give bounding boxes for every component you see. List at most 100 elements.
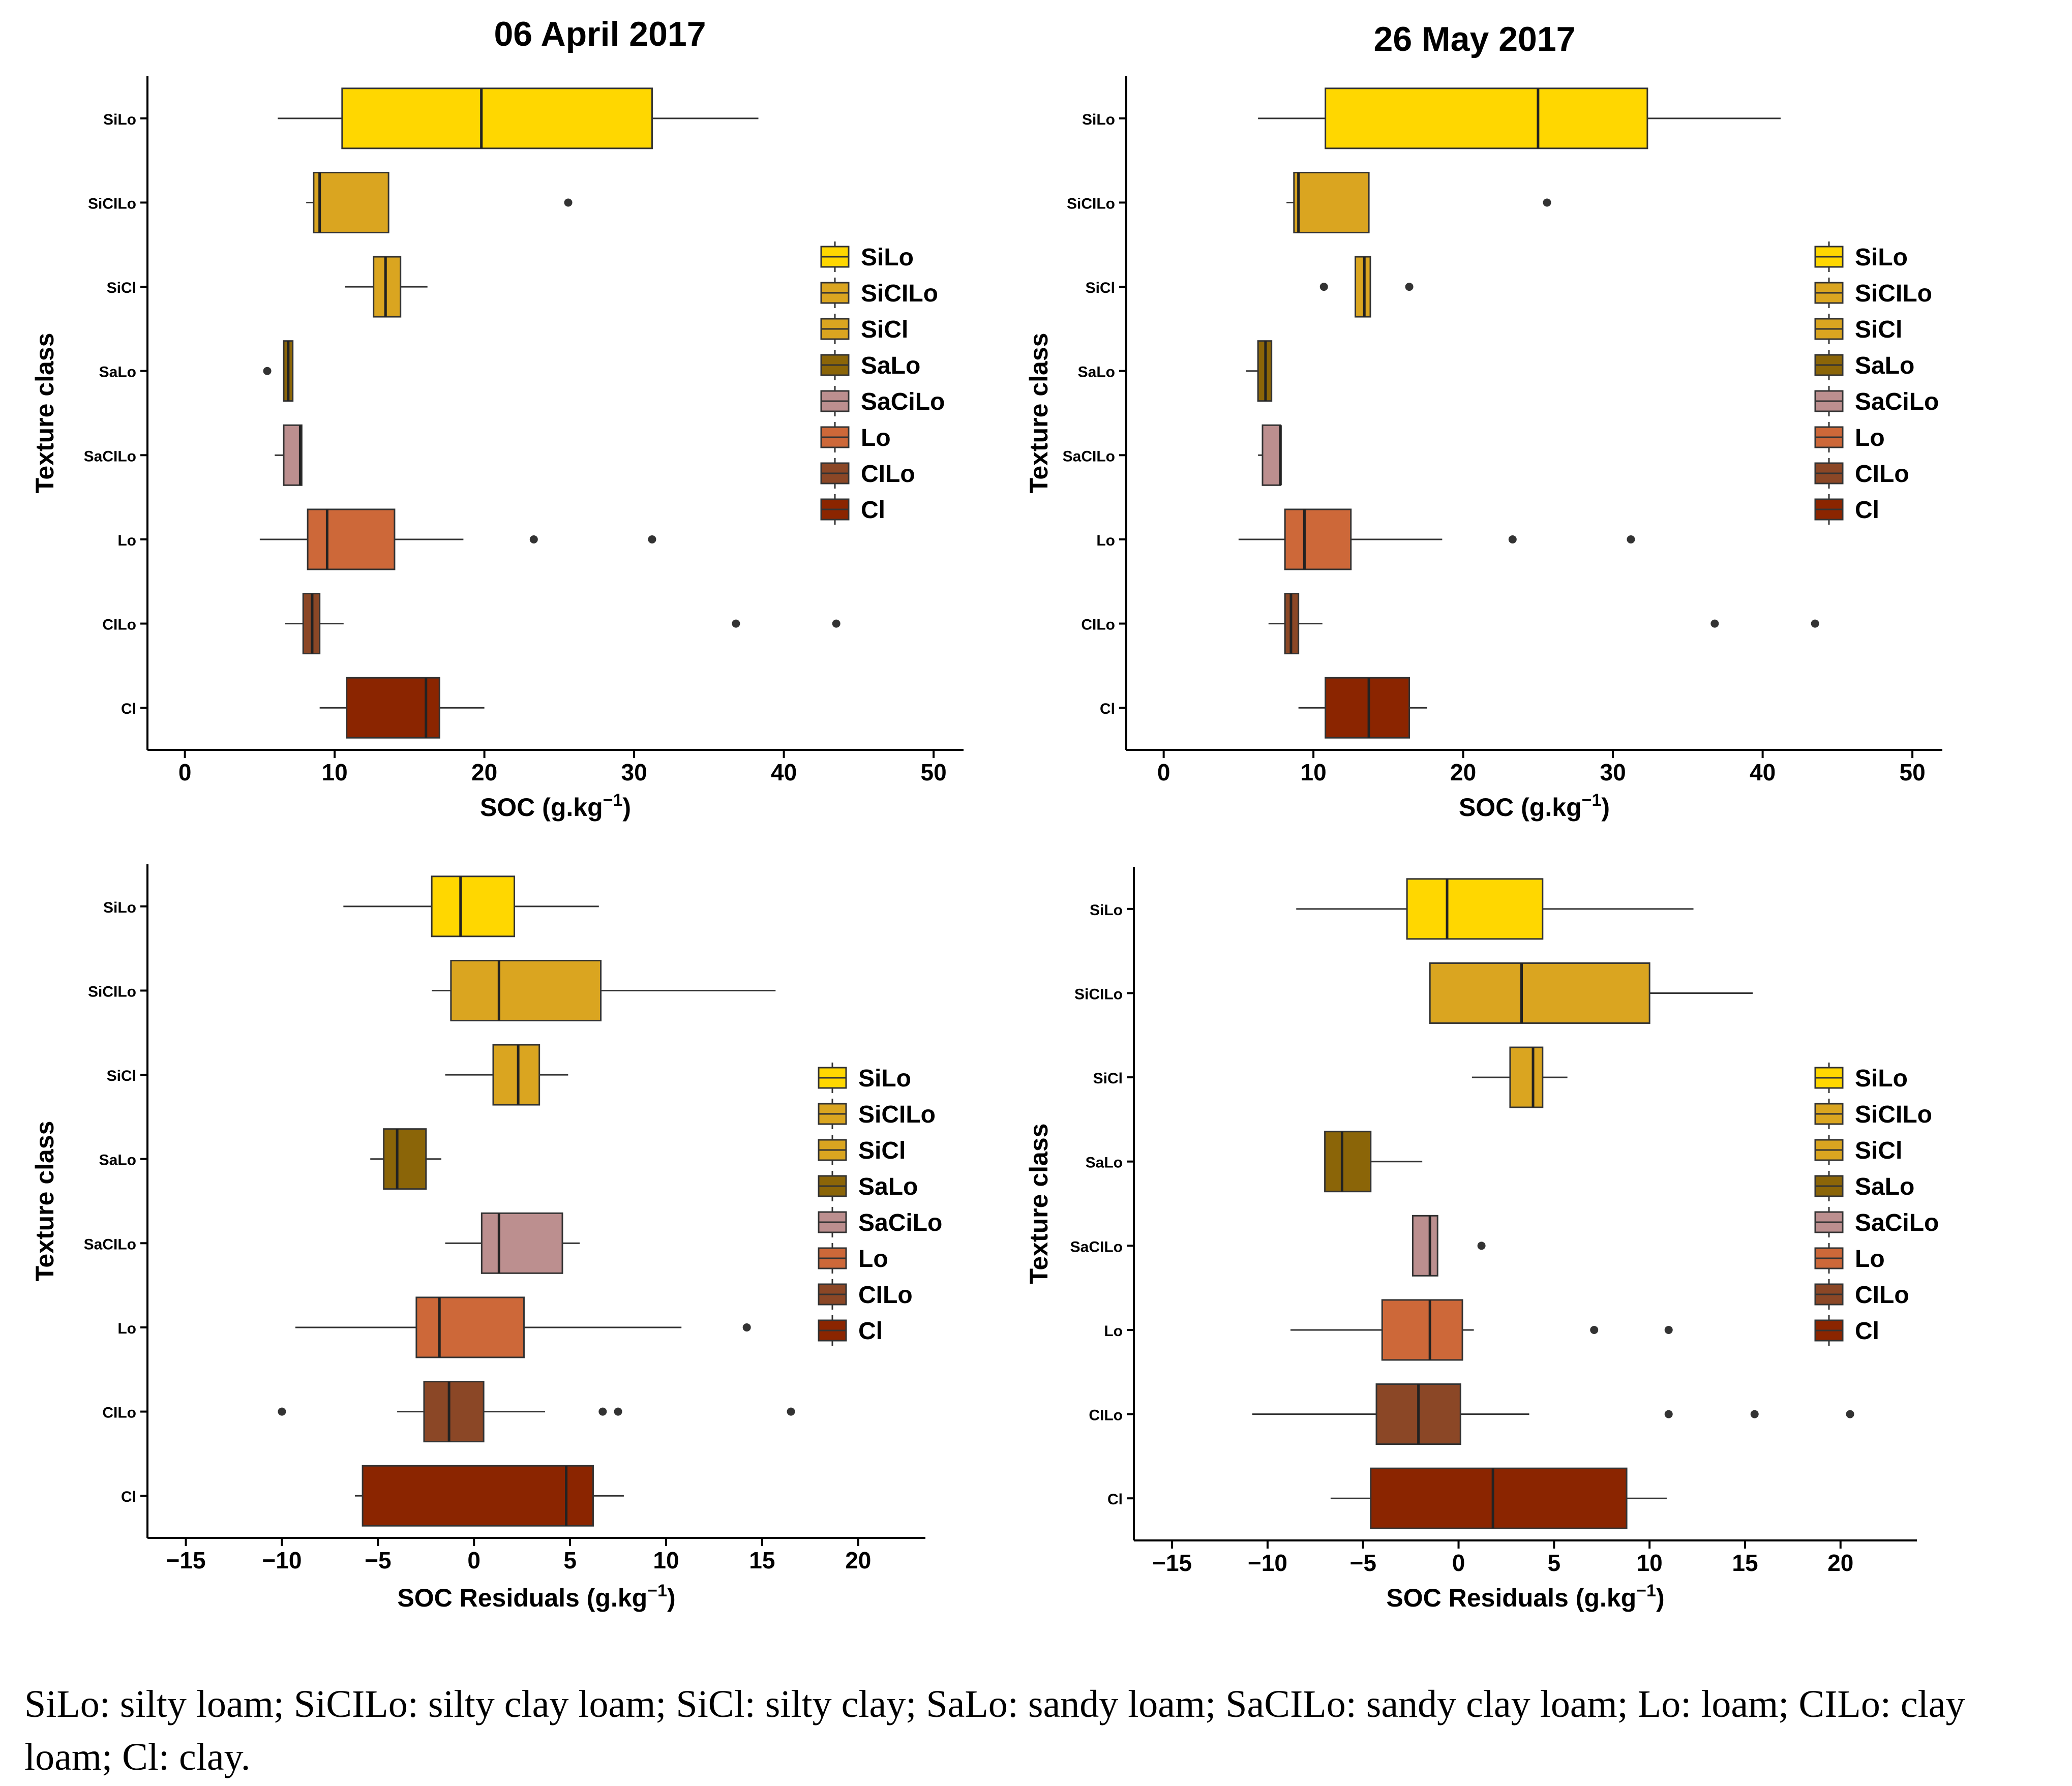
- legend-label: CILo: [858, 1282, 913, 1309]
- box-SaCiLo: [275, 424, 303, 486]
- box-SaLo: [1246, 340, 1273, 402]
- y-tick-label: Cl: [121, 701, 136, 717]
- outlier-point: [742, 1323, 751, 1331]
- figure-caption: SiLo: silty loam; SiCILo: silty clay loa…: [24, 1683, 1965, 1778]
- box-Lo: [1290, 1299, 1673, 1361]
- y-axis-label: Texture class: [1025, 1124, 1053, 1284]
- x-axis-label-superscript: −1: [1582, 791, 1602, 810]
- x-axis-label-text: SOC (g.kg: [1459, 793, 1582, 822]
- box-SiLo: [343, 875, 599, 937]
- y-tick-label: SiCILo: [88, 195, 136, 212]
- x-axis-label: SOC Residuals (g.kg−1): [397, 1581, 675, 1612]
- y-tick-label: SaCILo: [1070, 1238, 1123, 1255]
- x-tick-label: −5: [365, 1547, 391, 1573]
- outlier-point: [529, 535, 538, 543]
- box-iqr: [373, 256, 402, 318]
- box-iqr: [1381, 1299, 1463, 1361]
- box-iqr: [313, 171, 389, 233]
- outlier-point: [1590, 1325, 1599, 1334]
- legend: SiLo SiCILo SiCl SaLo SaCiLo Lo CILo Cl: [818, 1063, 942, 1346]
- y-tick-label: SiLo: [1082, 111, 1115, 128]
- x-axis-label-text: SOC Residuals (g.kg: [1386, 1584, 1636, 1612]
- box-iqr: [481, 1212, 563, 1274]
- y-tick-label: SiLo: [103, 899, 136, 916]
- legend-label: SaCiLo: [861, 388, 945, 415]
- legend-label: SaLo: [861, 352, 920, 379]
- legend-label: SaCiLo: [1855, 388, 1939, 415]
- x-axis-label-text: SOC Residuals (g.kg: [397, 1584, 647, 1612]
- legend-label: SaCiLo: [1855, 1209, 1939, 1236]
- x-tick-label: 15: [1732, 1550, 1758, 1576]
- x-tick-label: −5: [1350, 1550, 1376, 1576]
- box-iqr: [423, 1381, 485, 1443]
- legend-label: Lo: [858, 1246, 888, 1273]
- outlier-point: [1477, 1242, 1486, 1250]
- x-axis-label-text: SOC (g.kg: [480, 793, 603, 822]
- y-tick-label: SiLo: [103, 111, 136, 128]
- x-axis-label-superscript: −1: [647, 1581, 667, 1600]
- box-iqr: [283, 424, 303, 486]
- box-iqr: [1325, 87, 1648, 149]
- box-SiCl: [1472, 1046, 1568, 1108]
- box-SaLo: [370, 1128, 441, 1190]
- legend-label: CILo: [861, 461, 915, 488]
- x-tick-label: 30: [1600, 759, 1626, 785]
- legend-label: SaLo: [858, 1173, 918, 1200]
- outlier-point: [278, 1407, 286, 1416]
- legend-label: SiCl: [861, 316, 908, 343]
- box-iqr: [1355, 256, 1371, 318]
- x-tick-label: 5: [563, 1547, 577, 1573]
- legend-label: SaLo: [1855, 1173, 1914, 1200]
- box-iqr: [1284, 508, 1352, 570]
- y-tick-label: SaLo: [1078, 364, 1115, 381]
- legend-label: SiLo: [1855, 1065, 1908, 1092]
- outlier-point: [564, 198, 573, 207]
- box-Lo: [259, 508, 656, 570]
- box-SiCILo: [432, 959, 776, 1021]
- box-Lo: [295, 1296, 751, 1358]
- legend-label: SiCl: [1855, 316, 1902, 343]
- box-SaLo: [1324, 1131, 1423, 1193]
- x-tick-label: 20: [845, 1547, 871, 1573]
- x-tick-label: 20: [1827, 1550, 1853, 1576]
- box-SiCl: [1319, 256, 1414, 318]
- outlier-point: [1750, 1410, 1759, 1418]
- y-tick-label: SaCILo: [84, 1236, 136, 1253]
- box-SiCILo: [1429, 962, 1753, 1024]
- box-CILo: [1268, 593, 1819, 655]
- x-axis-label-end: ): [1601, 793, 1610, 822]
- outlier-point: [1508, 535, 1517, 543]
- legend-label: SiCILo: [861, 280, 938, 307]
- legend-label: CILo: [1855, 461, 1909, 488]
- x-tick-label: 0: [178, 759, 192, 785]
- legend-label: Cl: [1855, 1318, 1879, 1345]
- x-axis-label-end: ): [1656, 1584, 1665, 1612]
- legend-label: CILo: [1855, 1282, 1909, 1309]
- x-tick-label: 10: [322, 759, 348, 785]
- box-iqr: [1293, 171, 1370, 233]
- x-tick-label: 50: [921, 759, 947, 785]
- box-Cl: [355, 1465, 624, 1527]
- chart-panel-2: 26 May 2017 0 10 20 30 40 50 SOC (g.kg−1) Textur…: [1025, 20, 1942, 822]
- box-Cl: [319, 677, 485, 739]
- box-iqr: [1324, 1131, 1372, 1193]
- y-tick-label: SaLo: [99, 1152, 136, 1169]
- box-SaLo: [263, 340, 294, 402]
- legend: SiLo SiCILo SiCl SaLo SaCiLo Lo CILo Cl: [1814, 241, 1939, 525]
- box-iqr: [450, 959, 602, 1021]
- y-axis-label: Texture class: [31, 1121, 59, 1282]
- x-axis-label-superscript: −1: [603, 791, 623, 810]
- y-tick-label: SiCl: [1086, 280, 1115, 296]
- legend-label: SiCl: [858, 1137, 906, 1164]
- legend-label: SaLo: [1855, 352, 1914, 379]
- legend-label: Lo: [1855, 1246, 1885, 1273]
- x-tick-label: 40: [1750, 759, 1776, 785]
- box-SiCILo: [1286, 171, 1551, 233]
- box-SiCl: [345, 256, 428, 318]
- chart-panel-4: −15 −10 −5 0 5 10 15 20 SOC Residuals (g.kg−1) Te…: [1025, 867, 1939, 1612]
- box-iqr: [346, 677, 440, 739]
- outlier-point: [598, 1407, 607, 1416]
- x-axis-label-end: ): [622, 793, 631, 822]
- legend-label: Cl: [861, 497, 885, 524]
